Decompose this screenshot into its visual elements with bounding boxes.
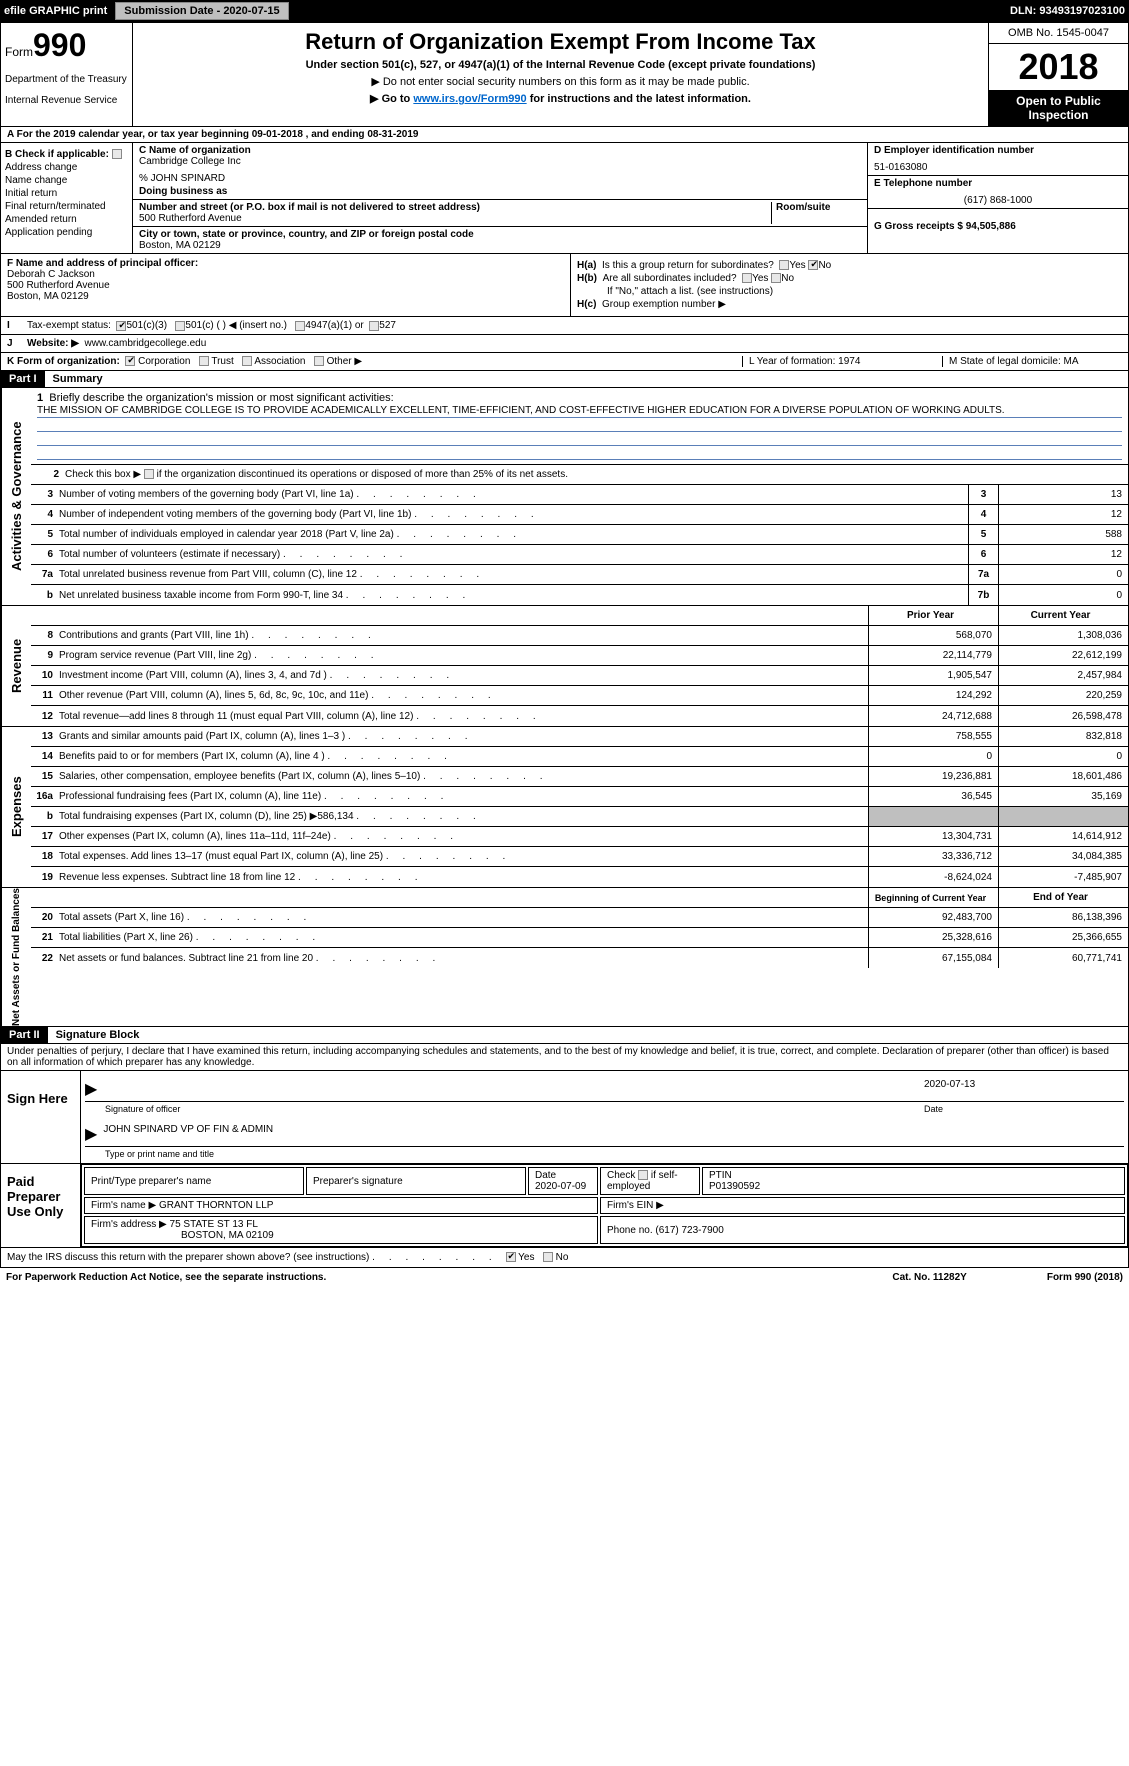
form-link-line: ▶ Go to www.irs.gov/Form990 for instruct… [139, 92, 982, 105]
netassets-section: Net Assets or Fund Balances Beginning of… [0, 888, 1129, 1027]
table-row: 11Other revenue (Part VIII, column (A), … [31, 686, 1128, 706]
l-year: L Year of formation: 1974 [742, 356, 942, 367]
cb-amended: Amended return [5, 214, 128, 225]
col-b-header: B Check if applicable: [5, 149, 128, 160]
table-row: 8Contributions and grants (Part VIII, li… [31, 626, 1128, 646]
omb-number: OMB No. 1545-0047 [989, 23, 1128, 44]
table-row: 7aTotal unrelated business revenue from … [31, 565, 1128, 585]
table-row: 17Other expenses (Part IX, column (A), l… [31, 827, 1128, 847]
current-year-hdr: Current Year [998, 606, 1128, 625]
revenue-section: Revenue Prior Year Current Year 8Contrib… [0, 606, 1129, 727]
form-title-box: Return of Organization Exempt From Incom… [133, 23, 988, 126]
prior-year-hdr: Prior Year [868, 606, 998, 625]
beg-year-hdr: Beginning of Current Year [868, 888, 998, 907]
cb-name: Name change [5, 175, 128, 186]
table-row: 5Total number of individuals employed in… [31, 525, 1128, 545]
table-row: bNet unrelated business taxable income f… [31, 585, 1128, 605]
part-1-header: Part I Summary [0, 371, 1129, 388]
org-name-cell: C Name of organization Cambridge College… [133, 143, 867, 200]
tel-cell: E Telephone number (617) 868-1000 [868, 176, 1128, 209]
row-j-website: J Website: ▶ www.cambridgecollege.edu [0, 335, 1129, 353]
paid-preparer-block: Paid Preparer Use Only Print/Type prepar… [0, 1164, 1129, 1248]
table-row: 19Revenue less expenses. Subtract line 1… [31, 867, 1128, 887]
irs-link[interactable]: www.irs.gov/Form990 [413, 93, 526, 105]
cb-501c3[interactable] [116, 321, 126, 331]
irs-label: Internal Revenue Service [5, 95, 128, 106]
table-row: bTotal fundraising expenses (Part IX, co… [31, 807, 1128, 827]
row-k-form-org: K Form of organization: Corporation Trus… [0, 353, 1129, 371]
side-revenue: Revenue [1, 606, 31, 726]
table-row: 22Net assets or fund balances. Subtract … [31, 948, 1128, 968]
paid-preparer-label: Paid Preparer Use Only [1, 1164, 81, 1247]
col-b-checkboxes: B Check if applicable: Address change Na… [1, 143, 133, 253]
col-d-ein: D Employer identification number 51-0163… [868, 143, 1128, 253]
row-a-calendar: A For the 2019 calendar year, or tax yea… [0, 127, 1129, 143]
principal-officer: F Name and address of principal officer:… [1, 254, 571, 316]
signature-line: ▶ 2020-07-13 [85, 1077, 1124, 1102]
sign-here-block: Sign Here ▶ 2020-07-13 Signature of offi… [0, 1071, 1129, 1164]
form-header: Form990 Department of the Treasury Inter… [0, 22, 1129, 127]
efile-header: efile GRAPHIC print Submission Date - 20… [0, 0, 1129, 22]
cb-final: Final return/terminated [5, 201, 128, 212]
form-note: ▶ Do not enter social security numbers o… [139, 75, 982, 88]
table-row: 9Program service revenue (Part VIII, lin… [31, 646, 1128, 666]
table-row: 4Number of independent voting members of… [31, 505, 1128, 525]
preparer-table: Print/Type preparer's name Preparer's si… [81, 1164, 1128, 1247]
table-row: 14Benefits paid to or for members (Part … [31, 747, 1128, 767]
table-row: 10Investment income (Part VIII, column (… [31, 666, 1128, 686]
col-c-org-info: C Name of organization Cambridge College… [133, 143, 1128, 253]
form-title: Return of Organization Exempt From Incom… [139, 29, 982, 55]
checkbox-icon[interactable] [112, 149, 122, 159]
tax-year: 2018 [989, 44, 1128, 90]
open-inspection: Open to Public Inspection [989, 90, 1128, 126]
may-discuss: May the IRS discuss this return with the… [0, 1248, 1129, 1268]
ein-cell: D Employer identification number 51-0163… [868, 143, 1128, 176]
dln: DLN: 93493197023100 [1010, 5, 1125, 17]
table-row: 3Number of voting members of the governi… [31, 485, 1128, 505]
expenses-section: Expenses 13Grants and similar amounts pa… [0, 727, 1129, 888]
name-line: ▶ JOHN SPINARD VP OF FIN & ADMIN [85, 1122, 1124, 1147]
form-number-box: Form990 Department of the Treasury Inter… [1, 23, 133, 126]
gross-cell: G Gross receipts $ 94,505,886 [868, 209, 1128, 234]
h-b: H(b) Are all subordinates included? Yes … [577, 273, 1122, 284]
h-a: H(a) Is this a group return for subordin… [577, 260, 1122, 271]
side-expenses: Expenses [1, 727, 31, 887]
main-info-block: B Check if applicable: Address change Na… [0, 143, 1129, 254]
side-netassets: Net Assets or Fund Balances [1, 888, 31, 1026]
form-word: Form [5, 45, 33, 59]
table-row: 6Total number of volunteers (estimate if… [31, 545, 1128, 565]
cb-initial: Initial return [5, 188, 128, 199]
page-footer: For Paperwork Reduction Act Notice, see … [0, 1268, 1129, 1287]
submission-date: Submission Date - 2020-07-15 [115, 2, 288, 20]
efile-label: efile GRAPHIC print [4, 5, 107, 17]
table-row: 13Grants and similar amounts paid (Part … [31, 727, 1128, 747]
form-number: 990 [33, 27, 86, 63]
activities-governance: Activities & Governance 1 Briefly descri… [0, 388, 1129, 606]
cb-pending: Application pending [5, 227, 128, 238]
table-row: 15Salaries, other compensation, employee… [31, 767, 1128, 787]
h-questions: H(a) Is this a group return for subordin… [571, 254, 1128, 316]
side-activities: Activities & Governance [1, 388, 31, 605]
m-state: M State of legal domicile: MA [942, 356, 1122, 367]
mission-text: THE MISSION OF CAMBRIDGE COLLEGE IS TO P… [37, 404, 1122, 418]
part-2-header: Part II Signature Block [0, 1027, 1129, 1044]
dept-treasury: Department of the Treasury [5, 74, 128, 85]
cb-address: Address change [5, 162, 128, 173]
h-c: H(c) Group exemption number ▶ [577, 299, 1122, 310]
address-cell: Number and street (or P.O. box if mail i… [133, 200, 867, 227]
table-row: 16aProfessional fundraising fees (Part I… [31, 787, 1128, 807]
perjury-declaration: Under penalties of perjury, I declare th… [0, 1044, 1129, 1071]
table-row: 12Total revenue—add lines 8 through 11 (… [31, 706, 1128, 726]
form-year-box: OMB No. 1545-0047 2018 Open to Public In… [988, 23, 1128, 126]
city-cell: City or town, state or province, country… [133, 227, 867, 253]
table-row: 18Total expenses. Add lines 13–17 (must … [31, 847, 1128, 867]
form-subtitle: Under section 501(c), 527, or 4947(a)(1)… [139, 59, 982, 71]
row-f-officer: F Name and address of principal officer:… [0, 254, 1129, 317]
sign-here-label: Sign Here [1, 1071, 81, 1163]
table-row: 20Total assets (Part X, line 16)92,483,7… [31, 908, 1128, 928]
table-row: 21Total liabilities (Part X, line 26)25,… [31, 928, 1128, 948]
end-year-hdr: End of Year [998, 888, 1128, 907]
row-i-tax-status: I Tax-exempt status: 501(c)(3) 501(c) ( … [0, 317, 1129, 335]
header-left: efile GRAPHIC print Submission Date - 20… [4, 2, 289, 20]
